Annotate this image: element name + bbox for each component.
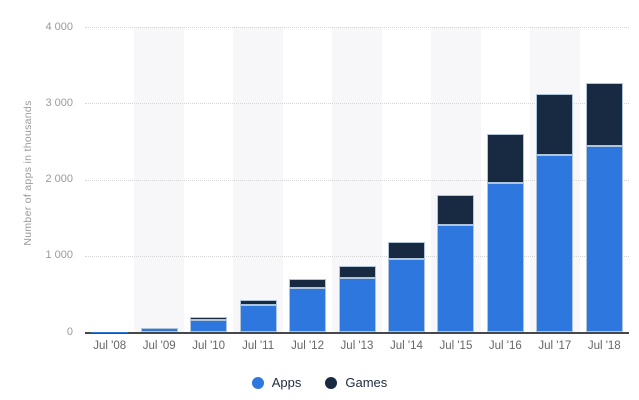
legend-dot-games-icon [325,376,338,389]
gridline-2000 [85,179,629,181]
y-tick-label-3000: 3 000 [45,96,73,109]
bar-jul-11[interactable] [239,300,277,332]
x-tick-label-jul-18: Jul '18 [587,340,621,352]
x-tick-label-jul-13: Jul '13 [340,340,374,352]
y-tick-label-1000: 1 000 [45,249,73,262]
bar-segment-apps-jul-12[interactable] [289,287,327,332]
bar-segment-games-jul-10[interactable] [190,317,228,320]
bar-segment-games-jul-14[interactable] [387,241,425,259]
gridline-3000 [85,103,629,105]
bar-segment-games-jul-16[interactable] [486,133,524,183]
bar-jul-12[interactable] [289,278,327,332]
bar-jul-09[interactable] [140,327,178,332]
bar-segment-apps-jul-11[interactable] [239,304,277,332]
plot-area [85,27,629,334]
x-tick-label-jul-15: Jul '15 [439,340,473,352]
bar-jul-10[interactable] [190,317,228,332]
bar-segment-apps-jul-13[interactable] [338,278,376,332]
x-tick-label-jul-17: Jul '17 [538,340,572,352]
x-tick-label-jul-08: Jul '08 [93,340,127,352]
x-tick-label-jul-11: Jul '11 [242,340,275,352]
bar-segment-games-jul-17[interactable] [536,94,574,156]
y-tick-label-4000: 4 000 [45,20,73,33]
bar-segment-apps-jul-16[interactable] [486,182,524,332]
bar-segment-apps-jul-15[interactable] [437,224,475,332]
x-tick-label-jul-10: Jul '10 [192,340,226,352]
legend-dot-apps-icon [251,376,264,389]
bar-segment-apps-jul-09[interactable] [140,328,178,332]
bar-jul-18[interactable] [585,83,623,332]
x-tick-label-jul-16: Jul '16 [488,340,522,352]
bar-segment-apps-jul-18[interactable] [585,145,623,332]
y-tick-label-2000: 2 000 [45,173,73,185]
x-tick-label-jul-14: Jul '14 [390,340,423,352]
bar-jul-14[interactable] [387,241,425,332]
bar-segment-games-jul-11[interactable] [239,300,277,305]
x-tick-label-jul-09: Jul '09 [142,340,176,352]
legend: Apps Games [0,375,639,390]
gridline-1000 [85,255,629,257]
bar-segment-games-jul-09[interactable] [140,327,178,329]
bar-jul-15[interactable] [437,194,475,332]
y-tick-label-0: 0 [66,325,73,338]
bar-jul-17[interactable] [536,94,574,332]
bar-segment-games-jul-12[interactable] [289,278,327,288]
bar-jul-16[interactable] [486,133,524,332]
bar-segment-games-jul-18[interactable] [585,83,623,146]
bar-segment-apps-jul-14[interactable] [387,258,425,332]
legend-label-games: Games [345,375,388,390]
legend-label-apps: Apps [271,375,302,390]
gridline-4000 [85,27,629,28]
bar-segment-apps-jul-17[interactable] [536,155,574,332]
bar-jul-13[interactable] [338,266,376,332]
bar-segment-games-jul-13[interactable] [338,266,376,279]
bar-segment-apps-jul-10[interactable] [190,319,228,332]
legend-item-games[interactable]: Games [325,375,387,390]
x-tick-label-jul-12: Jul '12 [291,340,324,352]
bar-segment-games-jul-15[interactable] [437,194,475,225]
legend-item-apps[interactable]: Apps [251,375,302,390]
